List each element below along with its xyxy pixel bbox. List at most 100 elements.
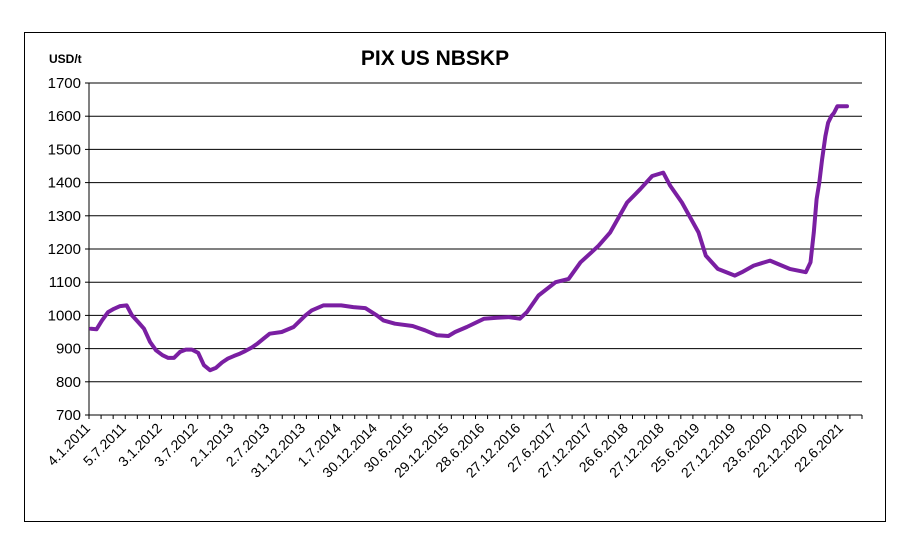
data-point-15 [178,350,182,354]
data-point-16 [184,348,188,352]
data-point-7 [130,313,134,317]
data-point-4 [112,307,116,311]
data-point-32 [292,325,296,329]
y-tick-label-700: 700 [56,407,81,424]
data-point-36 [339,303,343,307]
data-point-87 [845,104,849,108]
data-point-75 [804,270,808,274]
data-point-78 [815,197,819,201]
data-point-52 [525,310,529,314]
y-tick-label-800: 800 [56,374,81,391]
data-point-45 [446,334,450,338]
data-point-6 [125,303,129,307]
data-point-37 [351,305,355,309]
data-point-50 [507,315,511,319]
data-point-19 [202,363,206,367]
y-tick-label-1700: 1700 [48,75,81,92]
data-point-28 [255,342,260,346]
y-tick-label-1500: 1500 [48,141,81,158]
data-point-12 [160,353,165,357]
data-point-54 [554,280,558,284]
data-point-53 [536,293,541,298]
data-point-1 [94,327,99,331]
data-point-49 [495,316,499,320]
y-axis-ticks: 700 800 900 1000 1100 1200 1300 1400 1500 1600 170… [48,75,89,424]
data-point-86 [839,104,844,108]
data-point-14 [172,356,176,360]
data-point-81 [823,134,828,138]
data-point-59 [608,230,612,234]
data-point-40 [381,318,385,322]
data-point-56 [578,260,583,264]
data-point-79 [817,181,821,185]
data-point-85 [835,104,840,108]
y-tick-label-1300: 1300 [48,208,81,225]
data-point-26 [243,349,248,353]
data-point-80 [820,157,824,161]
data-point-42 [411,324,415,328]
data-point-73 [776,262,780,266]
data-point-70 [740,270,744,274]
data-point-13 [166,356,170,360]
data-point-22 [220,360,224,365]
data-point-23 [226,357,230,361]
data-point-31 [280,330,284,334]
data-point-77 [812,230,816,234]
data-point-82 [826,121,830,125]
y-tick-label-1000: 1000 [48,307,81,324]
chart-frame: PIX US NBSKP USD/t 700 800 900 1000 1100 1200… [24,32,886,522]
gridlines [89,82,862,416]
data-point-43 [423,328,427,332]
data-point-25 [238,352,242,356]
series-line [89,104,849,373]
data-point-35 [321,303,325,307]
data-point-20 [208,368,212,372]
data-point-8 [136,320,140,324]
data-point-74 [788,267,792,271]
y-tick-label-1200: 1200 [48,241,81,258]
data-point-76 [808,260,813,264]
data-point-69 [733,274,737,278]
y-tick-label-1100: 1100 [49,274,81,291]
series-group [89,104,849,373]
y-tick-label-1600: 1600 [48,108,81,125]
x-axis-ticks: 4.1.20115.7.20113.1.20123.7.20122.1.2013… [44,415,863,481]
data-point-24 [232,354,236,358]
data-point-62 [650,174,654,178]
data-point-64 [668,184,672,188]
y-axis-unit-label: USD/t [49,52,82,66]
data-point-10 [148,340,152,344]
data-point-18 [196,351,200,355]
data-point-9 [142,327,146,331]
data-point-55 [567,277,571,281]
data-point-3 [106,310,110,314]
y-tick-label-1400: 1400 [48,175,81,192]
data-point-72 [768,259,772,263]
data-point-63 [661,171,665,175]
y-tick-label-900: 900 [56,341,81,358]
data-point-47 [465,325,469,329]
line-chart: PIX US NBSKP USD/t 700 800 900 1000 1100 1200… [44,47,863,481]
data-point-65 [680,200,684,205]
data-point-38 [363,306,367,310]
data-point-5 [118,304,122,308]
data-point-30 [268,332,272,336]
data-point-27 [250,346,254,350]
data-point-48 [482,317,486,321]
data-point-58 [597,244,601,248]
data-point-21 [214,366,218,370]
data-point-51 [518,317,522,321]
data-point-66 [696,230,701,234]
data-point-41 [393,322,397,326]
data-point-2 [100,318,104,322]
data-point-61 [638,187,642,191]
data-point-71 [752,264,756,268]
data-point-68 [716,267,720,271]
data-point-11 [154,348,158,352]
data-point-57 [589,250,594,254]
data-point-60 [625,200,629,205]
data-point-84 [832,111,836,115]
data-point-83 [829,114,833,118]
data-point-39 [375,313,379,317]
data-point-33 [303,313,307,317]
